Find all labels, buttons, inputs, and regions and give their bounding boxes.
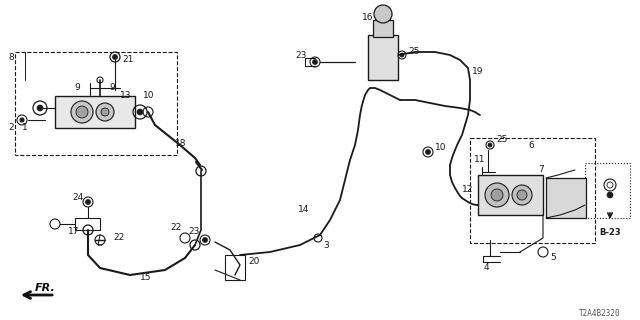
- Text: 7: 7: [538, 165, 544, 174]
- Circle shape: [312, 60, 317, 65]
- Text: 17: 17: [68, 228, 79, 236]
- Text: 9: 9: [109, 84, 115, 92]
- Bar: [75, 218, 100, 230]
- Circle shape: [137, 109, 143, 115]
- Circle shape: [374, 5, 392, 23]
- Text: 4: 4: [484, 263, 490, 273]
- Circle shape: [517, 190, 527, 200]
- Text: 13: 13: [120, 91, 131, 100]
- Circle shape: [113, 54, 118, 60]
- Text: FR.: FR.: [35, 283, 56, 293]
- Text: 14: 14: [298, 205, 309, 214]
- Circle shape: [76, 106, 88, 118]
- Text: 1: 1: [22, 124, 28, 132]
- Text: 22: 22: [170, 223, 181, 233]
- Text: 24: 24: [72, 193, 83, 202]
- Bar: [478, 175, 543, 215]
- Circle shape: [71, 101, 93, 123]
- Circle shape: [96, 103, 114, 121]
- Bar: [546, 178, 586, 218]
- Circle shape: [86, 199, 90, 204]
- Text: 3: 3: [323, 241, 329, 250]
- Bar: [15, 52, 177, 155]
- Text: B-23: B-23: [599, 228, 621, 237]
- Bar: [373, 20, 393, 37]
- Circle shape: [37, 105, 43, 111]
- Text: 5: 5: [550, 253, 556, 262]
- Text: 22: 22: [113, 234, 124, 243]
- Circle shape: [485, 183, 509, 207]
- Text: 25: 25: [496, 135, 508, 145]
- Text: 23: 23: [295, 51, 307, 60]
- Text: 15: 15: [140, 274, 152, 283]
- Text: 12: 12: [462, 186, 474, 195]
- Circle shape: [488, 143, 492, 147]
- Text: 23: 23: [188, 228, 200, 236]
- Bar: [225, 255, 245, 280]
- Circle shape: [426, 149, 431, 155]
- Circle shape: [491, 189, 503, 201]
- Text: 10: 10: [435, 143, 447, 153]
- Text: 2: 2: [8, 124, 13, 132]
- Text: 11: 11: [474, 156, 486, 164]
- Text: 25: 25: [408, 47, 419, 57]
- Circle shape: [512, 185, 532, 205]
- Bar: [470, 138, 595, 243]
- Circle shape: [101, 108, 109, 116]
- Text: 18: 18: [175, 139, 186, 148]
- Text: 21: 21: [122, 55, 133, 65]
- Circle shape: [20, 118, 24, 122]
- Text: T2A4B2320: T2A4B2320: [579, 308, 621, 317]
- Text: 16: 16: [362, 13, 374, 22]
- Circle shape: [400, 53, 404, 57]
- Text: 6: 6: [528, 140, 534, 149]
- Bar: [368, 35, 398, 80]
- Circle shape: [202, 237, 207, 243]
- Text: 10: 10: [143, 91, 154, 100]
- Bar: [55, 96, 135, 128]
- Text: 8: 8: [8, 53, 13, 62]
- Text: 9: 9: [74, 84, 80, 92]
- Text: 19: 19: [472, 68, 483, 76]
- Circle shape: [607, 192, 613, 198]
- Bar: [585, 163, 630, 218]
- Text: 20: 20: [248, 258, 259, 267]
